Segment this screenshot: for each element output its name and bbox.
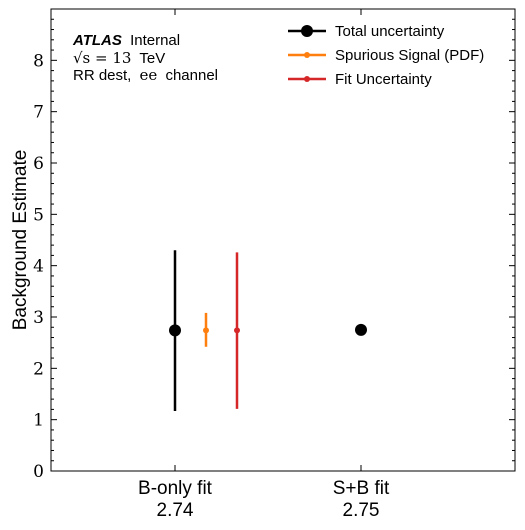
y-tick-label: 3 xyxy=(33,308,44,328)
data-point xyxy=(355,323,367,336)
y-axis-label: Background Estimate xyxy=(10,150,31,331)
x-category-label: B-only fit xyxy=(138,478,213,499)
data-marks xyxy=(169,250,367,411)
y-tick-label: 1 xyxy=(33,411,44,431)
region-label: RR dest, xyxy=(73,67,131,84)
legend: Total uncertainty Spurious Signal (PDF) Fi… xyxy=(288,23,484,88)
data-point xyxy=(203,327,209,334)
energy-value: √s = 13 xyxy=(73,49,131,67)
region-line: RR dest, ee channel xyxy=(73,66,218,84)
y-axis: 0 1 2 3 4 5 6 7 8 xyxy=(33,18,515,482)
energy-unit: TeV xyxy=(139,50,165,67)
x-category-value: 2.74 xyxy=(157,500,194,521)
plot-frame xyxy=(50,8,516,472)
y-tick-label: 6 xyxy=(33,154,44,174)
y-tick-label: 2 xyxy=(33,359,44,379)
legend-marker xyxy=(304,52,310,58)
y-tick-label: 4 xyxy=(33,257,44,277)
internal-label: Internal xyxy=(130,32,180,49)
y-tick-label: 8 xyxy=(33,51,44,71)
legend-marker xyxy=(304,76,310,82)
y-tick-label: 7 xyxy=(33,103,44,123)
x-category-value: 2.75 xyxy=(343,500,380,521)
annotation-block: ATLAS Internal √s = 13 TeV RR dest, ee c… xyxy=(72,32,218,84)
legend-label: Total uncertainty xyxy=(335,23,445,40)
channel-label: ee xyxy=(140,66,158,84)
legend-label: Fit Uncertainty xyxy=(335,71,432,88)
channel-suffix: channel xyxy=(165,67,218,84)
energy-line: √s = 13 TeV xyxy=(73,49,165,67)
x-category-label: S+B fit xyxy=(333,478,390,499)
y-tick-label: 5 xyxy=(33,205,44,225)
atlas-label: ATLAS xyxy=(72,32,122,49)
legend-marker xyxy=(301,25,313,37)
data-point xyxy=(169,324,181,337)
legend-label: Spurious Signal (PDF) xyxy=(335,47,484,64)
atlas-label-line: ATLAS Internal xyxy=(72,32,180,49)
y-tick-label: 0 xyxy=(33,462,44,482)
data-point xyxy=(234,327,240,334)
